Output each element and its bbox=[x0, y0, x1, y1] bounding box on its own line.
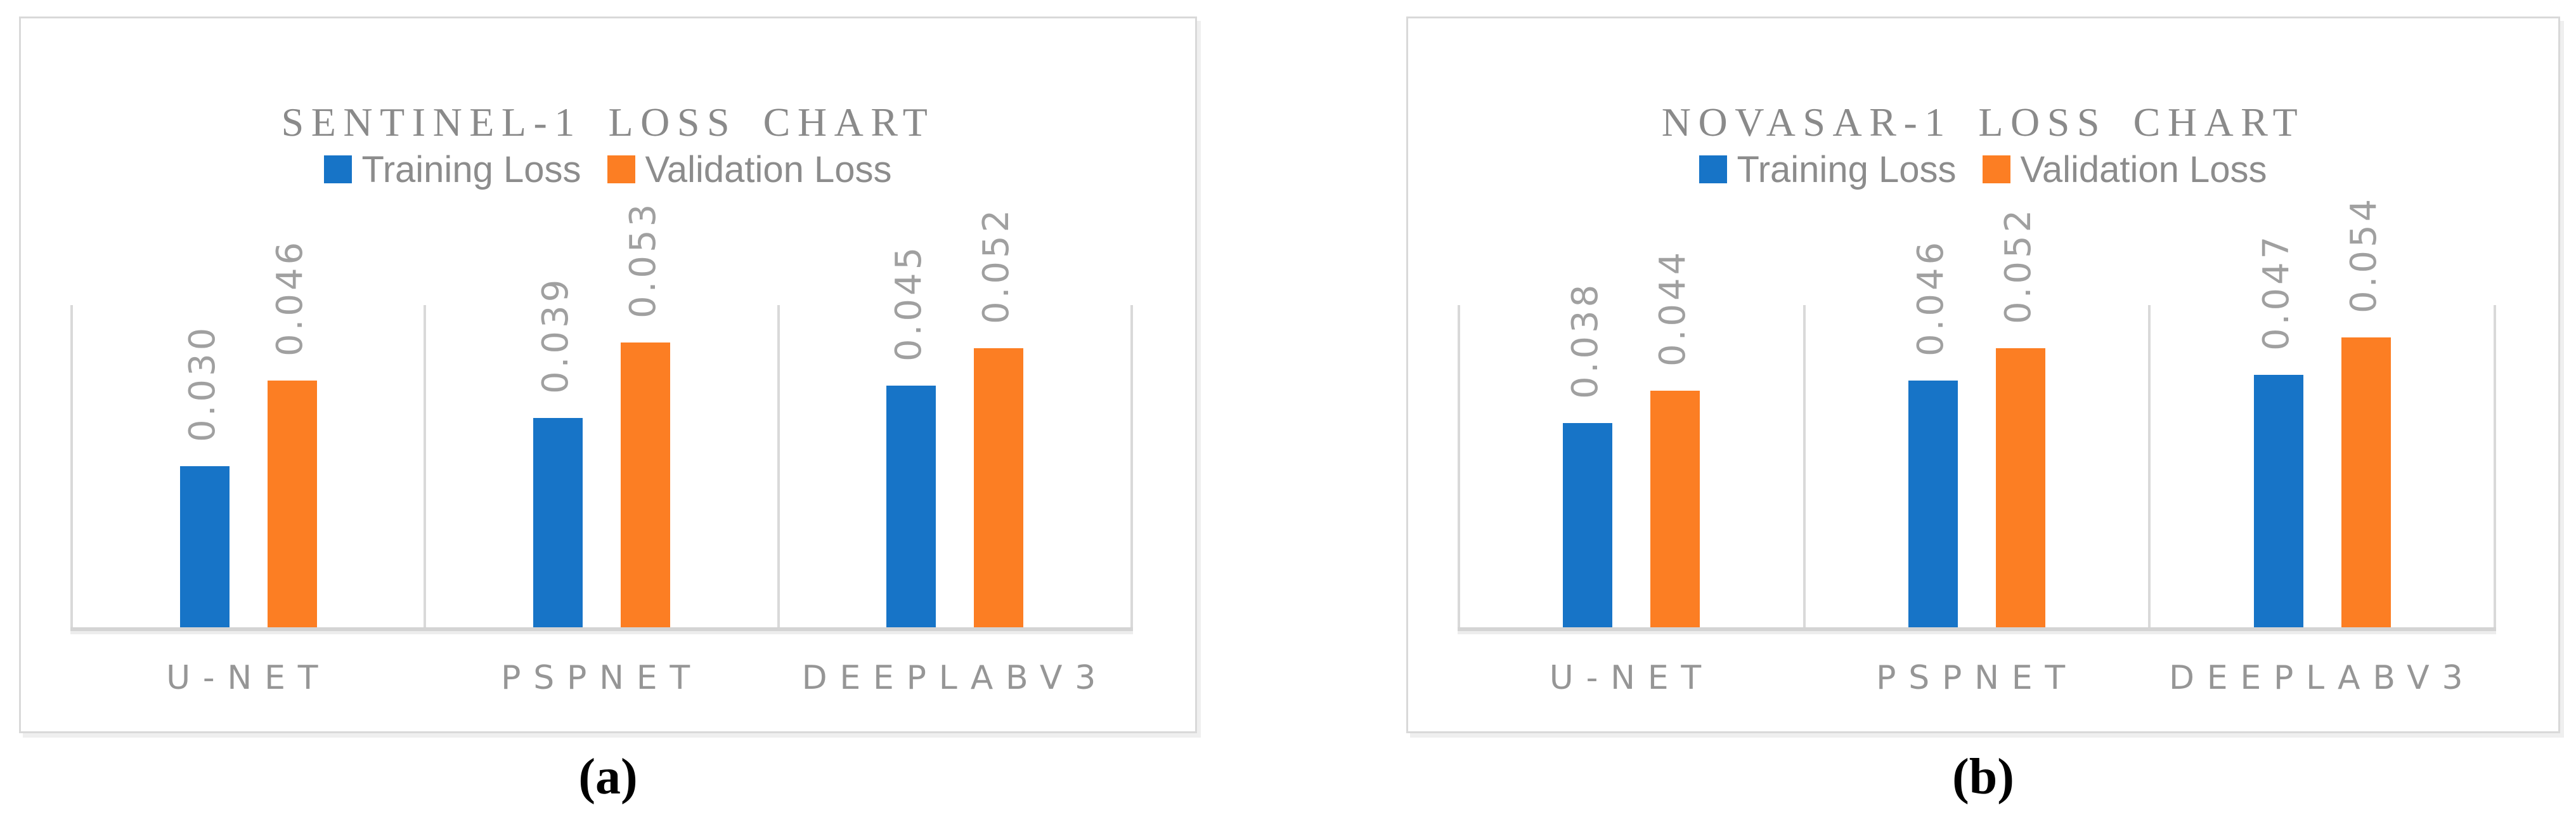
bar-value-text: 0.038 bbox=[1565, 281, 1607, 399]
bar-value-text: 0.052 bbox=[1998, 206, 2039, 324]
bar-training-loss bbox=[533, 418, 583, 627]
plot-area-sentinel1: 0.030 0.046 U-NET 0.039 0.053 PSPNET 0.045 0.05… bbox=[70, 201, 1133, 697]
bar-training-loss bbox=[2253, 375, 2303, 627]
bar-training-loss bbox=[1908, 381, 1958, 627]
gridline bbox=[1458, 305, 1460, 627]
gridline bbox=[2148, 305, 2151, 627]
legend-item-training-loss: Training Loss bbox=[1699, 148, 1956, 191]
bar-training-loss bbox=[886, 386, 936, 627]
category-label: PSPNET bbox=[1876, 659, 2078, 697]
gridline bbox=[424, 305, 427, 627]
gridline bbox=[1803, 305, 1806, 627]
plot-area-novasar1: 0.038 0.044 U-NET 0.046 0.052 PSPNET 0.047 0.05… bbox=[1458, 196, 2496, 697]
bar-validation-loss bbox=[621, 342, 670, 627]
validation-loss-swatch-icon bbox=[607, 155, 636, 183]
bar-training-loss bbox=[179, 466, 230, 627]
x-axis-line bbox=[1458, 627, 2496, 631]
x-axis-line bbox=[70, 627, 1133, 631]
bar-value-text: 0.030 bbox=[181, 324, 223, 442]
training-loss-swatch-icon bbox=[1699, 155, 1728, 183]
bar-value-text: 0.044 bbox=[1652, 249, 1694, 367]
bar-value-text: 0.046 bbox=[269, 238, 311, 356]
legend: Training Loss Validation Loss bbox=[1408, 149, 2558, 190]
category-label: U-NET bbox=[1549, 659, 1714, 697]
chart-panel-novasar1: NOVASAR-1 LOSS CHART Training Loss Valid… bbox=[1406, 16, 2560, 733]
bar-validation-loss bbox=[1650, 391, 1700, 627]
bar-value-text: 0.046 bbox=[1910, 238, 1951, 356]
gridline bbox=[2494, 305, 2496, 627]
bar-validation-loss bbox=[974, 348, 1024, 627]
training-loss-label: Training Loss bbox=[361, 148, 581, 190]
bar-value-text: 0.039 bbox=[535, 276, 576, 394]
validation-loss-label: Validation Loss bbox=[645, 148, 892, 190]
bar-value-text: 0.052 bbox=[976, 206, 1018, 324]
category-label: U-NET bbox=[166, 659, 331, 697]
chart-panel-sentinel1: SENTINEL-1 LOSS CHART Training Loss Vali… bbox=[19, 16, 1197, 733]
bar-value-text: 0.054 bbox=[2343, 195, 2385, 313]
gridline bbox=[1130, 305, 1133, 627]
bar-value-text: 0.053 bbox=[623, 200, 664, 318]
bar-validation-loss bbox=[2341, 337, 2391, 627]
chart-title-sentinel1: SENTINEL-1 LOSS CHART bbox=[281, 100, 935, 145]
validation-loss-swatch-icon bbox=[1983, 155, 2011, 183]
bar-value-text: 0.045 bbox=[888, 244, 930, 362]
bar-value-text: 0.047 bbox=[2255, 233, 2297, 351]
gridline bbox=[70, 305, 73, 627]
legend-item-validation-loss: Validation Loss bbox=[1983, 148, 2267, 191]
chart-title-novasar1: NOVASAR-1 LOSS CHART bbox=[1661, 100, 2305, 145]
training-loss-label: Training Loss bbox=[1737, 148, 1957, 190]
bar-training-loss bbox=[1563, 423, 1613, 627]
validation-loss-label: Validation Loss bbox=[2020, 148, 2267, 190]
legend: Training Loss Validation Loss bbox=[21, 149, 1195, 190]
gridline bbox=[777, 305, 780, 627]
category-label: DEEPLABV3 bbox=[2168, 659, 2476, 697]
caption-a: (a) bbox=[578, 749, 638, 805]
category-label: DEEPLABV3 bbox=[801, 659, 1109, 697]
legend-item-validation-loss: Validation Loss bbox=[607, 148, 892, 191]
training-loss-swatch-icon bbox=[324, 155, 353, 183]
category-label: PSPNET bbox=[501, 659, 702, 697]
bar-validation-loss bbox=[267, 381, 317, 627]
caption-b: (b) bbox=[1952, 749, 2014, 805]
legend-item-training-loss: Training Loss bbox=[324, 148, 581, 191]
bar-validation-loss bbox=[1996, 348, 2045, 627]
